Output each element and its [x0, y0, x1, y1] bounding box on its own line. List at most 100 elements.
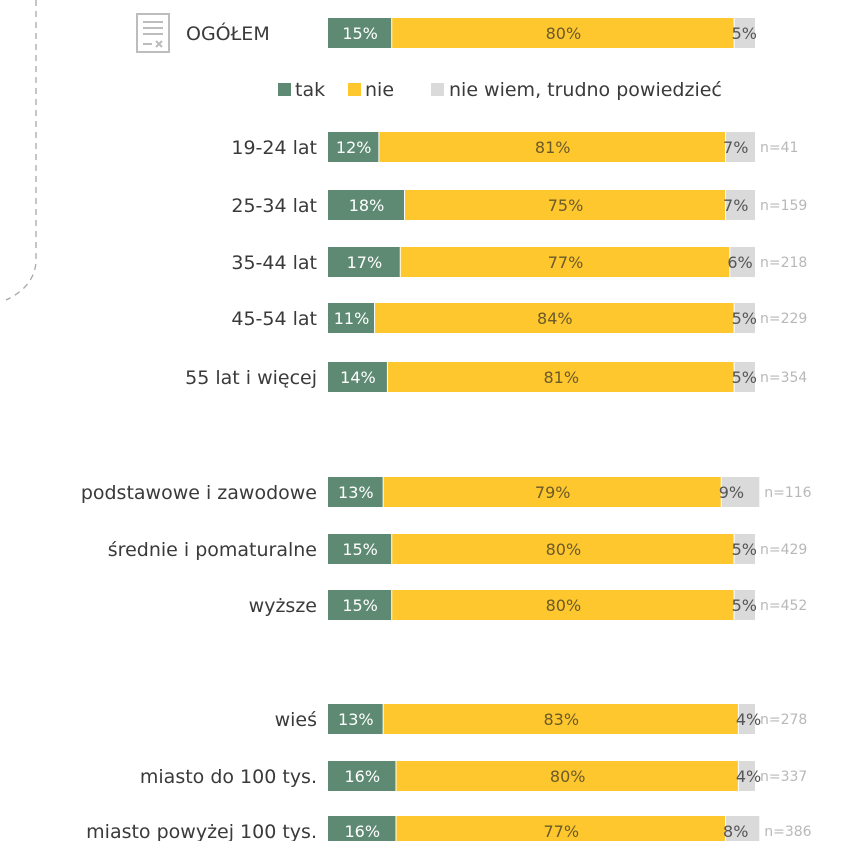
- row-11-n-label: n=386: [764, 824, 811, 840]
- row-7-value-nie: 80%: [546, 540, 582, 559]
- row-7-bar-nie_wiem: [734, 534, 755, 564]
- row-3-value-tak: 17%: [347, 253, 383, 272]
- row-3-bar-nie_wiem: [730, 247, 755, 277]
- row-8-bar-nie: [392, 590, 734, 620]
- dashed-frame-decoration: [5, 0, 37, 301]
- row-3-bar-nie: [400, 247, 730, 277]
- row-0-bar-nie_wiem: [734, 18, 755, 48]
- row-11-value-tak: 16%: [344, 822, 380, 841]
- row-3-bar-tak: [328, 247, 400, 277]
- row-5-bar-nie_wiem: [734, 362, 755, 392]
- row-6-value-nie_wiem: 9%: [719, 483, 744, 502]
- row-3-label: 35-44 lat: [231, 252, 317, 274]
- row-11-value-nie_wiem: 8%: [723, 822, 748, 841]
- row-10-bar-tak: [328, 761, 396, 791]
- row-1-value-nie: 81%: [535, 138, 571, 157]
- row-1-value-tak: 12%: [336, 138, 372, 157]
- row-2-value-nie_wiem: 7%: [723, 196, 748, 215]
- row-10-label: miasto do 100 tys.: [140, 766, 317, 788]
- row-7-value-nie_wiem: 5%: [732, 540, 757, 559]
- legend-label-tak: tak: [295, 79, 325, 101]
- row-1-bar-nie_wiem: [726, 132, 755, 162]
- row-7-bar-tak: [328, 534, 392, 564]
- row-7-value-tak: 15%: [342, 540, 378, 559]
- row-4-n-label: n=229: [760, 311, 807, 327]
- row-10-value-tak: 16%: [344, 767, 380, 786]
- row-2-bar-nie: [405, 190, 726, 220]
- row-11-bar-nie_wiem: [726, 816, 760, 841]
- legend-swatch-tak: [278, 83, 291, 96]
- row-9-label: wieś: [275, 709, 317, 731]
- row-4-label: 45-54 lat: [231, 308, 317, 330]
- row-9-value-nie: 83%: [543, 710, 579, 729]
- row-5-value-nie_wiem: 5%: [732, 368, 757, 387]
- row-0-bar-tak: [328, 18, 392, 48]
- row-8-bar-tak: [328, 590, 392, 620]
- row-1-n-label: n=41: [760, 140, 798, 156]
- row-11-bar-nie: [396, 816, 726, 841]
- legend-swatch-nie: [348, 83, 361, 96]
- row-10-n-label: n=337: [760, 769, 807, 785]
- row-9-bar-nie_wiem: [738, 704, 755, 734]
- row-8-n-label: n=452: [760, 598, 807, 614]
- row-1-label: 19-24 lat: [231, 137, 317, 159]
- row-2-bar-nie_wiem: [726, 190, 755, 220]
- row-6-value-tak: 13%: [338, 483, 374, 502]
- row-2-n-label: n=159: [760, 198, 807, 214]
- row-5-value-tak: 14%: [340, 368, 376, 387]
- legend: tak nie nie wiem, trudno powiedzieć: [278, 79, 722, 101]
- row-5-n-label: n=354: [760, 370, 807, 386]
- legend-label-nie-wiem: nie wiem, trudno powiedzieć: [449, 79, 722, 101]
- row-5-label: 55 lat i więcej: [185, 367, 317, 389]
- row-7-bar-nie: [392, 534, 734, 564]
- row-0-bar-nie: [392, 18, 734, 48]
- row-10-bar-nie_wiem: [738, 761, 755, 791]
- row-8-label: wyższe: [249, 595, 317, 617]
- row-9-value-tak: 13%: [338, 710, 374, 729]
- row-11-value-nie: 77%: [543, 822, 579, 841]
- row-5-value-nie: 81%: [543, 368, 579, 387]
- row-6-bar-tak: [328, 477, 383, 507]
- row-9-bar-nie: [383, 704, 738, 734]
- row-2-label: 25-34 lat: [231, 195, 317, 217]
- row-0-value-nie_wiem: 5%: [732, 24, 757, 43]
- row-1-value-nie_wiem: 7%: [723, 138, 748, 157]
- row-11-bar-tak: [328, 816, 396, 841]
- row-8-value-nie: 80%: [546, 596, 582, 615]
- document-icon: [136, 13, 170, 53]
- row-4-value-nie_wiem: 5%: [732, 309, 757, 328]
- legend-swatch-nie-wiem: [431, 83, 444, 96]
- row-4-bar-tak: [328, 303, 375, 333]
- row-8-value-tak: 15%: [342, 596, 378, 615]
- row-2-value-nie: 75%: [548, 196, 584, 215]
- row-6-bar-nie: [383, 477, 721, 507]
- row-1-bar-nie: [379, 132, 726, 162]
- row-9-bar-tak: [328, 704, 383, 734]
- row-0-value-nie: 80%: [546, 24, 582, 43]
- row-9-n-label: n=278: [760, 712, 807, 728]
- row-3-value-nie: 77%: [548, 253, 584, 272]
- row-10-value-nie: 80%: [550, 767, 586, 786]
- row-10-bar-nie: [396, 761, 738, 791]
- row-4-value-tak: 11%: [334, 309, 370, 328]
- row-7-label: średnie i pomaturalne: [108, 539, 317, 561]
- row-6-value-nie: 79%: [535, 483, 571, 502]
- row-6-label: podstawowe i zawodowe: [81, 482, 317, 504]
- row-4-value-nie: 84%: [537, 309, 573, 328]
- row-0-value-tak: 15%: [342, 24, 378, 43]
- legend-label-nie: nie: [365, 79, 394, 101]
- row-6-bar-nie_wiem: [721, 477, 760, 507]
- row-9-value-nie_wiem: 4%: [736, 710, 761, 729]
- row-11-label: miasto powyżej 100 tys.: [86, 821, 317, 841]
- row-0-label: OGÓŁEM: [186, 21, 270, 45]
- row-8-value-nie_wiem: 5%: [732, 596, 757, 615]
- row-2-bar-tak: [328, 190, 405, 220]
- row-5-bar-tak: [328, 362, 387, 392]
- row-8-bar-nie_wiem: [734, 590, 755, 620]
- row-5-bar-nie: [387, 362, 734, 392]
- row-10-value-nie_wiem: 4%: [736, 767, 761, 786]
- row-4-bar-nie_wiem: [734, 303, 755, 333]
- row-4-bar-nie: [375, 303, 734, 333]
- row-7-n-label: n=429: [760, 542, 807, 558]
- row-3-value-nie_wiem: 6%: [727, 253, 752, 272]
